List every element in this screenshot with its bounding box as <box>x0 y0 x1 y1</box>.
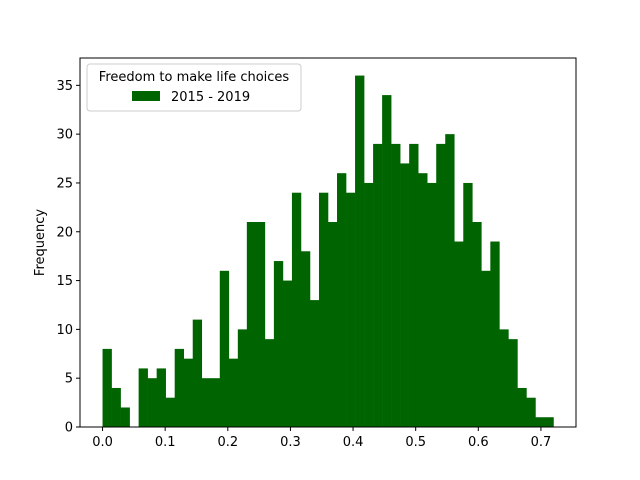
legend: Freedom to make life choices 2015 - 2019 <box>86 63 302 112</box>
y-axis-ticks: 0 5 10 15 20 25 30 35 <box>56 79 80 436</box>
y-tick-label: 35 <box>56 79 73 94</box>
histogram-bar <box>346 192 356 427</box>
histogram-bar <box>418 173 428 427</box>
histogram-bar <box>138 368 148 427</box>
x-tick-label: 0.0 <box>92 435 113 450</box>
histogram-bar <box>490 241 500 427</box>
y-tick-label: 5 <box>65 372 73 387</box>
y-tick-label: 0 <box>65 421 73 436</box>
y-tick-label: 25 <box>56 176 73 191</box>
y-axis-label: Frequency <box>33 209 48 276</box>
x-tick-label: 0.1 <box>155 435 176 450</box>
histogram-bar <box>183 358 194 427</box>
histogram-bar <box>282 280 293 427</box>
histogram-bar <box>201 378 212 427</box>
histogram-bar <box>427 182 437 427</box>
histogram-bar <box>291 192 302 427</box>
histogram-bar <box>219 270 230 427</box>
histogram-bar <box>499 329 509 427</box>
histogram-bar <box>273 261 284 427</box>
histogram-bar <box>400 163 410 427</box>
histogram-bar <box>409 143 419 427</box>
x-tick-label: 0.3 <box>280 435 301 450</box>
x-axis-ticks: 0.0 0.1 0.2 0.3 0.4 0.5 0.6 0.7 <box>92 427 551 450</box>
x-tick-label: 0.2 <box>217 435 238 450</box>
histogram-bar <box>328 222 338 427</box>
histogram-bar <box>102 348 112 427</box>
histogram-bar <box>436 143 446 427</box>
histogram-bar <box>364 182 374 427</box>
histogram-bar <box>481 270 491 427</box>
histogram-bar <box>165 397 175 427</box>
histogram-bar <box>120 407 130 427</box>
histogram-bar <box>156 368 166 427</box>
histogram-bar <box>246 222 257 427</box>
x-tick-label: 0.6 <box>468 435 489 450</box>
histogram-bar <box>526 397 536 427</box>
histogram-bar <box>210 378 221 427</box>
histogram-bar <box>237 329 248 427</box>
histogram-bar <box>111 387 121 427</box>
plot-frame <box>79 57 577 428</box>
histogram-bar <box>309 300 320 427</box>
y-tick-label: 10 <box>56 323 73 338</box>
histogram-bar <box>192 319 203 427</box>
histogram-bar <box>508 339 518 427</box>
histogram-bar <box>174 348 185 427</box>
legend-series-label: 2015 - 2019 <box>171 90 250 105</box>
histogram-bar <box>147 378 157 427</box>
histogram-bar <box>445 134 455 427</box>
y-tick-label: 20 <box>56 225 73 240</box>
histogram-bar <box>264 339 275 427</box>
histogram-bar <box>463 182 473 427</box>
histogram-bar <box>454 241 464 427</box>
histogram-bar <box>228 358 239 427</box>
histogram-bar <box>544 417 554 427</box>
histogram-bar <box>355 75 365 428</box>
histogram-bar <box>517 387 527 427</box>
x-tick-label: 0.7 <box>531 435 552 450</box>
legend-title: Freedom to make life choices <box>99 70 290 85</box>
histogram-bar <box>535 417 545 427</box>
x-tick-label: 0.5 <box>405 435 426 450</box>
y-tick-label: 30 <box>56 128 73 143</box>
histogram-bar <box>300 251 311 427</box>
histogram-bar <box>391 143 401 427</box>
legend-swatch <box>132 91 160 101</box>
histogram-bar <box>382 95 392 427</box>
histogram-bar <box>255 222 266 427</box>
histogram-bar <box>337 173 347 427</box>
histogram-bar <box>318 192 329 427</box>
x-tick-label: 0.4 <box>343 435 364 450</box>
bars-group <box>102 75 554 428</box>
histogram-bar <box>373 143 383 427</box>
histogram-bar <box>472 222 482 427</box>
y-tick-label: 15 <box>56 274 73 289</box>
